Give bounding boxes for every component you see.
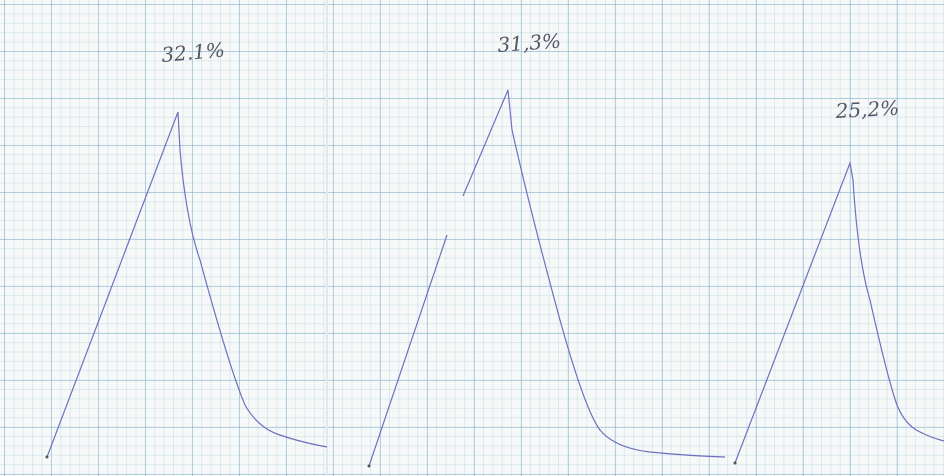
peak-label: 32.1%	[160, 38, 225, 67]
peak-label: 31,3%	[497, 29, 562, 57]
peak-label: 25,2%	[834, 96, 900, 123]
graph-paper: 32.1% 31,3% 25,2%	[0, 0, 944, 476]
peak-trace	[735, 163, 944, 463]
traces: 32.1% 31,3% 25,2%	[0, 0, 944, 476]
start-dot	[734, 462, 737, 465]
start-dot	[46, 456, 49, 459]
peak-trace	[47, 112, 327, 457]
start-dot	[368, 465, 371, 468]
peak-trace	[369, 90, 725, 466]
